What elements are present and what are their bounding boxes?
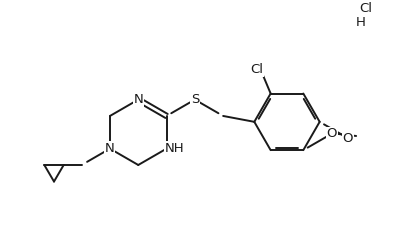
Text: N: N — [105, 142, 115, 155]
Text: S: S — [191, 93, 199, 106]
Text: N: N — [133, 93, 143, 106]
Text: H: H — [355, 16, 365, 29]
Text: Cl: Cl — [250, 63, 263, 76]
Text: Cl: Cl — [359, 2, 372, 15]
Text: NH: NH — [164, 142, 184, 155]
Text: O: O — [326, 127, 337, 140]
Text: O: O — [343, 132, 353, 145]
